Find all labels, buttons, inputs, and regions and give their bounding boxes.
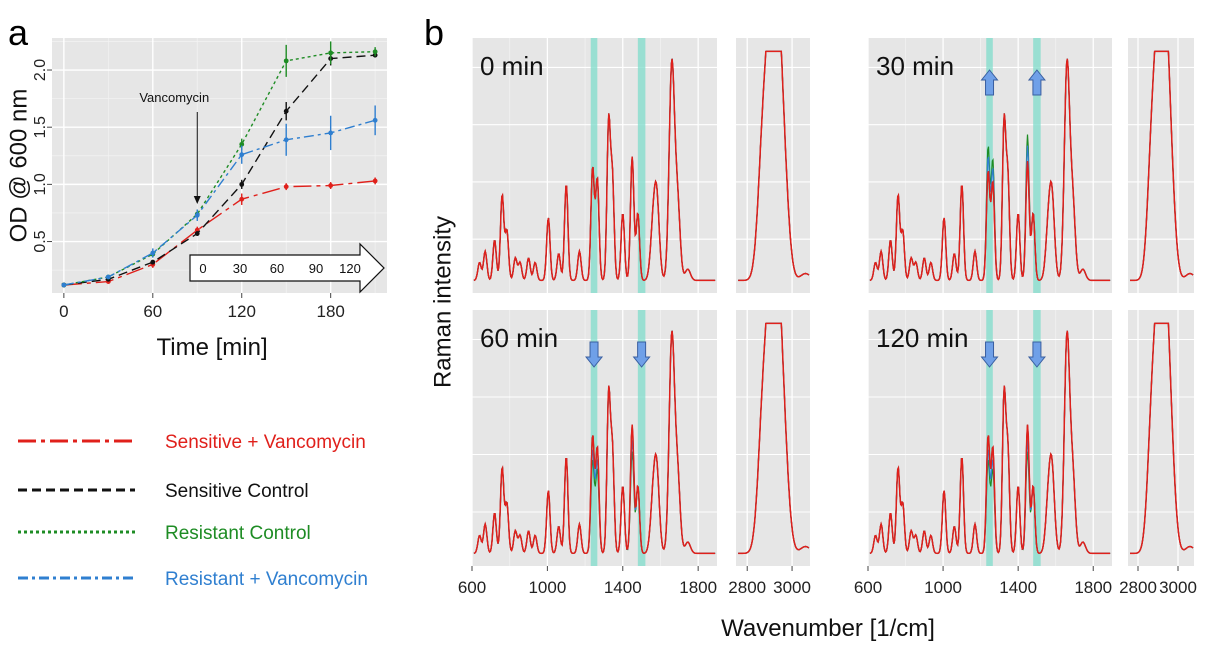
highlight-band <box>590 38 598 293</box>
data-point <box>372 178 378 184</box>
data-point <box>150 250 156 256</box>
facet-0-min: 0 min <box>471 38 810 293</box>
legend-label: Resistant + Vancomycin <box>165 569 368 590</box>
spectrum-line-right <box>1130 50 1194 282</box>
facet-title: 30 min <box>876 51 954 81</box>
highlight-band <box>1033 310 1041 566</box>
data-point <box>61 282 67 288</box>
spectrum-line-left <box>473 330 716 555</box>
data-point <box>150 259 156 265</box>
x-tick-label: 1000 <box>924 578 962 597</box>
data-point <box>283 108 289 114</box>
spectrum-line-left <box>869 58 1111 282</box>
highlight-band <box>986 310 993 566</box>
facet-plot-area-right <box>1128 310 1194 566</box>
data-point <box>194 212 200 218</box>
data-point <box>239 141 245 147</box>
inset-arrow-label: 0 <box>199 261 206 276</box>
x-tick-label: 120 <box>228 302 256 321</box>
facet-title: 120 min <box>876 323 969 353</box>
annotation-arrow-head <box>193 196 201 204</box>
data-point <box>328 50 334 56</box>
facet-title: 60 min <box>480 323 558 353</box>
y-tick-label: 0.5 <box>32 230 49 252</box>
x-axis-title-b: Wavenumber [1/cm] <box>721 615 935 642</box>
series-line <box>63 180 376 286</box>
facet-30-min: 30 min <box>867 38 1194 293</box>
panel-label-a: a <box>8 12 29 53</box>
x-tick-label: 600 <box>854 578 882 597</box>
data-point <box>239 152 245 158</box>
data-point <box>239 196 245 202</box>
legend-label: Sensitive Control <box>165 481 309 502</box>
panel-label-b: b <box>424 12 444 53</box>
x-tick-label: 2800 <box>728 578 766 597</box>
arrow-down-icon <box>632 341 651 368</box>
data-point <box>283 58 289 64</box>
arrow-up-icon <box>980 69 999 96</box>
x-tick-label: 1800 <box>679 578 717 597</box>
spectrum-line-left <box>473 58 716 282</box>
facet-120-min: 120 min 600 1000 1400 1800 2800 3000 <box>854 310 1197 597</box>
y-axis-title-b: Raman intensity <box>429 216 456 388</box>
annotation-vancomycin: Vancomycin <box>139 90 209 105</box>
panel-a-growth-curve: 0 60 120 180 0.5 1.0 1.5 2.0 Time [min] OD @ 600 … <box>5 38 387 361</box>
data-point <box>328 183 334 188</box>
facet-title: 0 min <box>480 51 544 81</box>
inset-arrow-label: 60 <box>270 261 284 276</box>
series-line <box>63 119 376 286</box>
data-point <box>283 137 289 143</box>
data-point <box>372 49 378 55</box>
data-point <box>194 231 200 236</box>
spectrum-line-right <box>738 50 810 282</box>
legend-label: Sensitive + Vancomycin <box>165 432 366 453</box>
facet-plot-area-right <box>736 310 810 566</box>
x-tick-label: 1400 <box>999 578 1037 597</box>
x-tick-label: 180 <box>316 302 344 321</box>
data-point <box>372 117 378 123</box>
y-tick-label: 1.5 <box>32 116 49 138</box>
x-tick-label: 0 <box>59 302 68 321</box>
highlight-band <box>637 310 646 566</box>
inset-arrow-label: 120 <box>339 261 361 276</box>
legend: Sensitive + Vancomycin Sensitive Control R… <box>18 432 368 590</box>
facet-plot-area-right <box>736 38 810 293</box>
highlight-band <box>1033 38 1041 293</box>
data-point <box>328 130 334 136</box>
x-tick-label: 1400 <box>604 578 642 597</box>
series-line <box>63 54 376 286</box>
x-tick-label: 600 <box>458 578 486 597</box>
spectrum-line-left <box>869 330 1111 555</box>
arrow-down-icon <box>980 341 999 368</box>
x-tick-label: 1800 <box>1074 578 1112 597</box>
data-point <box>105 274 111 280</box>
facet-plot-area-right <box>1128 38 1194 293</box>
x-tick-label: 1000 <box>528 578 566 597</box>
x-tick-label: 60 <box>143 302 162 321</box>
y-tick-label: 2.0 <box>32 59 49 81</box>
arrow-down-icon <box>584 341 604 368</box>
arrow-up-icon <box>1027 69 1046 96</box>
x-tick-label: 3000 <box>773 578 811 597</box>
inset-arrow-label: 30 <box>233 261 247 276</box>
highlight-band <box>637 38 646 293</box>
y-axis-title: OD @ 600 nm <box>5 89 32 243</box>
x-tick-label: 2800 <box>1119 578 1157 597</box>
facet-60-min: 60 min 600 1000 1400 1800 2800 3000 <box>458 310 811 597</box>
data-point <box>283 184 289 190</box>
inset-time-arrow <box>189 242 385 294</box>
y-tick-label: 1.0 <box>32 173 49 195</box>
x-tick-label: 3000 <box>1159 578 1197 597</box>
legend-label: Resistant Control <box>165 523 311 544</box>
spectrum-line-right <box>738 322 810 555</box>
x-axis-title: Time [min] <box>157 334 268 361</box>
arrow-down-icon <box>1027 341 1046 368</box>
data-point <box>239 181 245 187</box>
spectrum-line-right <box>1130 322 1194 555</box>
highlight-band <box>590 310 598 566</box>
inset-arrow-label: 90 <box>309 261 323 276</box>
